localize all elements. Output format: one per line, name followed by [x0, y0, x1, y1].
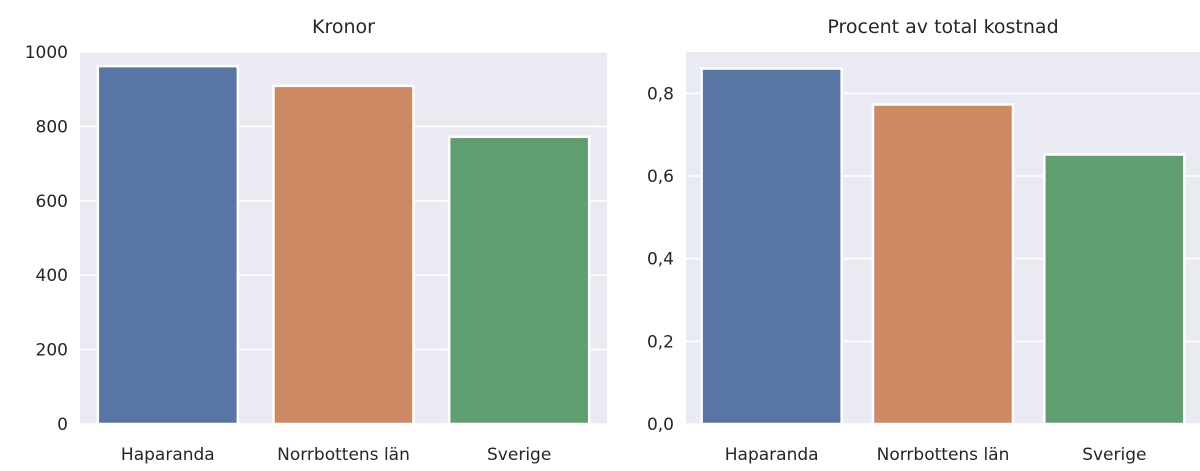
bar-haparanda	[700, 67, 843, 426]
y-tick-label: 800	[36, 117, 68, 137]
y-tick-label: 0,6	[647, 167, 674, 187]
y-tick-label: 400	[36, 266, 68, 286]
x-category-label: Norrbottens län	[877, 445, 1010, 465]
y-tick-label: 0,4	[647, 250, 674, 270]
chart-title: Procent av total kostnad	[827, 16, 1058, 38]
x-category-label: Sverige	[1082, 445, 1146, 465]
y-tick-label: 200	[36, 341, 68, 361]
y-tick-label: 0,0	[647, 415, 674, 435]
bar-sverige	[447, 135, 591, 426]
x-category-label: Haparanda	[121, 445, 215, 465]
bar-norrbottens-län	[272, 84, 415, 426]
bar-haparanda	[96, 64, 240, 426]
y-tick-label: 0,2	[647, 332, 674, 352]
y-tick-label: 0	[57, 415, 68, 435]
y-tick-label: 1000	[25, 43, 68, 63]
bar-norrbottens-län	[871, 103, 1015, 426]
x-category-label: Norrbottens län	[277, 445, 410, 465]
y-tick-label: 0,8	[647, 84, 674, 104]
chart-panel-1: 0 200 400 600 800 1000 Haparanda Norrbottens lä…	[25, 16, 607, 465]
chart-panel-2: 0,0 0,2 0,4 0,6 0,8 Haparanda Norrbottens län S…	[647, 16, 1200, 465]
x-category-label: Haparanda	[725, 445, 819, 465]
x-category-label: Sverige	[487, 445, 551, 465]
chart-title: Kronor	[312, 16, 375, 38]
bar-sverige	[1043, 153, 1186, 426]
y-tick-label: 600	[36, 192, 68, 212]
